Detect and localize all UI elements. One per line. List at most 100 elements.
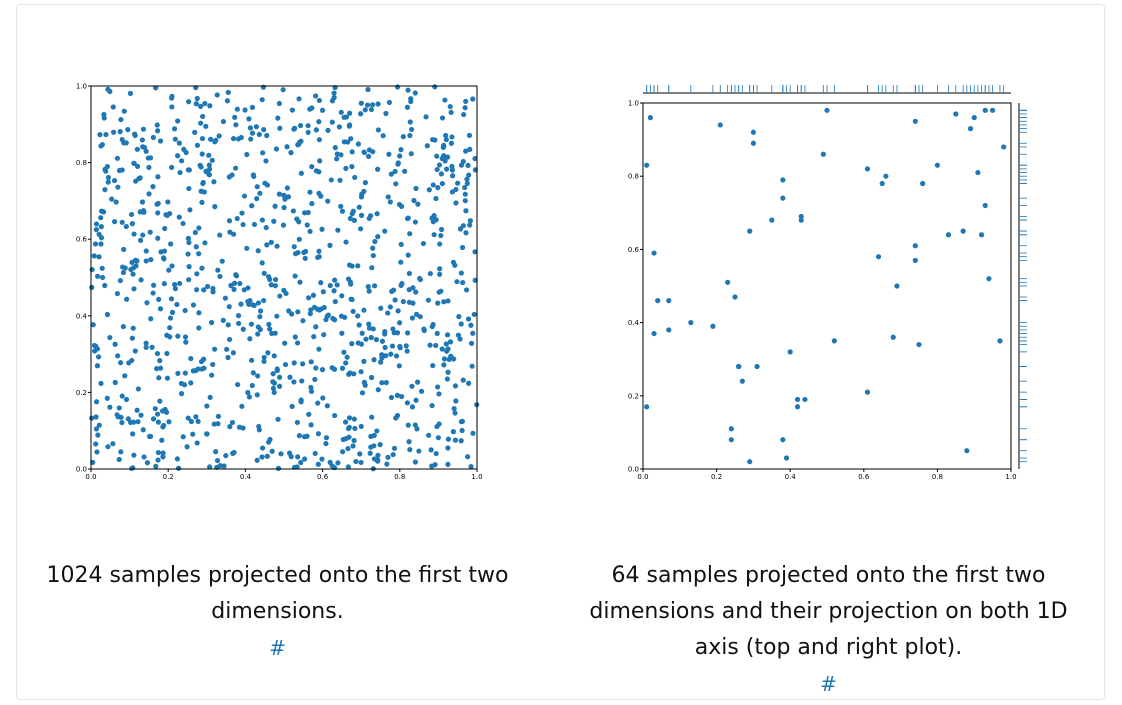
scatter-point xyxy=(466,380,472,386)
scatter-point xyxy=(248,357,255,363)
scatter-point xyxy=(261,127,267,133)
scatter-point xyxy=(213,449,219,455)
scatter-point xyxy=(413,185,419,192)
scatter-point xyxy=(289,107,295,113)
scatter-point xyxy=(389,343,396,349)
chart2-x-tick-label: 0.4 xyxy=(785,473,797,481)
scatter-point xyxy=(447,103,453,110)
scatter-point xyxy=(302,456,308,462)
scatter-point xyxy=(331,366,338,372)
scatter-point xyxy=(462,191,468,197)
scatter-point xyxy=(199,151,205,157)
scatter-point xyxy=(198,103,204,110)
scatter-point xyxy=(193,101,199,107)
scatter-point xyxy=(383,110,389,117)
scatter-point xyxy=(441,356,448,362)
scatter-point xyxy=(319,456,325,462)
scatter-point xyxy=(198,188,204,194)
scatter-point xyxy=(315,400,321,406)
scatter-point xyxy=(430,321,436,328)
scatter-point xyxy=(162,225,168,232)
scatter-point xyxy=(249,130,256,136)
scatter-point xyxy=(357,451,363,457)
scatter-point xyxy=(297,279,303,285)
scatter-point xyxy=(346,415,353,421)
figure-1-anchor-link[interactable]: # xyxy=(269,636,286,660)
scatter-point xyxy=(375,101,381,107)
scatter-point xyxy=(441,299,447,305)
scatter-point xyxy=(305,123,311,129)
scatter-point xyxy=(276,100,282,107)
scatter-point xyxy=(169,263,175,269)
scatter-point xyxy=(319,226,325,232)
scatter-point xyxy=(427,270,433,277)
scatter-point xyxy=(306,295,312,301)
scatter-point xyxy=(121,246,127,253)
scatter-point xyxy=(297,122,304,129)
scatter-point xyxy=(666,298,672,304)
scatter-point xyxy=(233,122,239,128)
scatter-point xyxy=(371,456,378,462)
scatter-point xyxy=(194,95,200,102)
scatter-point xyxy=(426,187,432,193)
scatter-point xyxy=(439,115,446,121)
figure-2-anchor-link[interactable]: # xyxy=(820,672,837,696)
scatter-point xyxy=(155,128,161,134)
scatter-point xyxy=(206,152,212,158)
scatter-point xyxy=(156,296,162,303)
scatter-point xyxy=(338,203,344,209)
scatter-point xyxy=(241,287,247,293)
scatter-point xyxy=(308,388,315,394)
scatter-point xyxy=(463,98,469,104)
scatter-point xyxy=(435,435,441,441)
scatter-point xyxy=(338,152,344,158)
scatter-point xyxy=(143,148,149,154)
scatter-point xyxy=(207,103,213,109)
scatter-point xyxy=(226,336,233,343)
scatter-point xyxy=(201,356,207,362)
scatter-point xyxy=(398,147,404,153)
scatter-point xyxy=(272,276,279,283)
scatter-point xyxy=(392,168,398,175)
scatter-point xyxy=(287,374,293,380)
scatter-point xyxy=(148,257,154,263)
scatter-point xyxy=(331,317,338,323)
scatter-point xyxy=(472,249,478,255)
scatter-point xyxy=(434,153,440,159)
scatter-point xyxy=(254,392,260,398)
scatter-point xyxy=(291,244,297,250)
scatter-point xyxy=(361,307,367,313)
scatter-point xyxy=(463,287,470,293)
scatter-point xyxy=(185,235,191,241)
scatter-point xyxy=(234,215,240,222)
scatter-point xyxy=(320,289,326,295)
scatter-point xyxy=(368,374,375,381)
scatter-point xyxy=(292,273,298,279)
scatter-point xyxy=(146,164,152,170)
scatter-point xyxy=(325,127,331,133)
scatter-point xyxy=(210,361,216,368)
scatter-point xyxy=(211,179,217,185)
scatter-point xyxy=(301,434,308,440)
scatter-point xyxy=(997,338,1003,344)
scatter-point xyxy=(416,448,422,454)
scatter-point xyxy=(254,184,260,190)
scatter-point xyxy=(434,166,440,173)
scatter-point xyxy=(105,444,111,450)
chart1-y-tick-label: 0.2 xyxy=(76,389,87,397)
scatter-point xyxy=(155,210,161,216)
chart1-x-tick-label: 1.0 xyxy=(471,473,482,481)
scatter-point xyxy=(182,370,188,376)
scatter-point xyxy=(150,184,156,190)
scatter-point xyxy=(769,217,775,223)
scatter-point xyxy=(404,400,411,406)
scatter-point xyxy=(317,158,323,164)
scatter-point xyxy=(200,113,206,120)
scatter-point xyxy=(139,137,145,143)
scatter-point xyxy=(324,313,330,319)
scatter-point xyxy=(327,282,333,289)
scatter-point xyxy=(143,344,149,350)
scatter-point xyxy=(209,319,215,326)
scatter-point xyxy=(166,419,172,425)
scatter-point xyxy=(194,287,200,293)
